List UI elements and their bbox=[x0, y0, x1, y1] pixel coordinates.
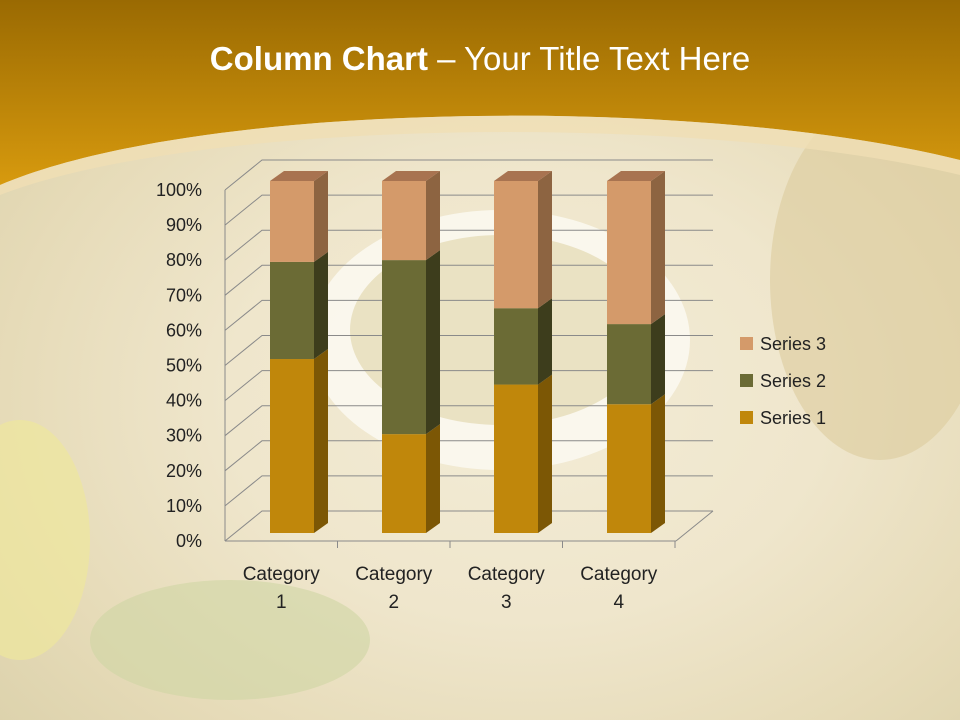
gridline bbox=[224, 475, 713, 507]
gridline bbox=[224, 370, 713, 401]
bar-segment-side bbox=[651, 171, 665, 325]
legend-label: Series 3 bbox=[760, 334, 826, 354]
x-category-label: Category bbox=[355, 564, 433, 585]
bar-segment-side bbox=[538, 374, 552, 533]
bar-segment-side bbox=[314, 251, 328, 360]
bar-top bbox=[382, 171, 440, 181]
legend-label: Series 2 bbox=[760, 371, 826, 391]
x-category-label: 3 bbox=[501, 592, 512, 613]
slide-title: Column Chart – Your Title Text Here bbox=[0, 40, 960, 78]
bar-segment-side bbox=[426, 171, 440, 261]
y-tick-label: 30% bbox=[166, 426, 202, 446]
x-category-label: 4 bbox=[613, 592, 624, 613]
bar-segment-side bbox=[651, 314, 665, 405]
y-tick-label: 0% bbox=[176, 531, 202, 551]
y-tick-label: 80% bbox=[166, 250, 202, 270]
y-tick-label: 40% bbox=[166, 391, 202, 411]
x-category-label: 2 bbox=[388, 592, 399, 613]
floor-edge bbox=[675, 510, 714, 542]
bar-top bbox=[270, 171, 328, 181]
bar-segment-front bbox=[607, 324, 651, 405]
gridline bbox=[224, 194, 713, 226]
x-category-label: Category bbox=[468, 564, 546, 585]
bar-segment-front bbox=[270, 359, 314, 533]
x-category-label: Category bbox=[243, 564, 321, 585]
gridline bbox=[224, 159, 713, 191]
bar-segment-side bbox=[538, 171, 552, 309]
gridline bbox=[224, 510, 713, 542]
y-tick-label: 70% bbox=[166, 285, 202, 305]
title-bold: Column Chart bbox=[209, 40, 428, 77]
bar-segment-front bbox=[607, 404, 651, 533]
bar-segment-front bbox=[270, 181, 314, 262]
bar-segment-front bbox=[382, 181, 426, 261]
y-tick-label: 60% bbox=[166, 320, 202, 340]
x-category-label: Category bbox=[580, 564, 658, 585]
y-tick-label: 90% bbox=[166, 215, 202, 235]
bar-segment-side bbox=[426, 424, 440, 533]
bar-top bbox=[607, 171, 665, 181]
legend-swatch bbox=[740, 411, 753, 424]
y-tick-label: 100% bbox=[156, 180, 202, 200]
header-band bbox=[0, 0, 960, 185]
bar-segment-front bbox=[494, 384, 538, 533]
gridline bbox=[224, 299, 713, 331]
gridline bbox=[224, 440, 713, 472]
bar-segment-side bbox=[314, 171, 328, 262]
bar-segment-front bbox=[382, 260, 426, 435]
gridline bbox=[224, 405, 713, 437]
bar-segment-side bbox=[426, 250, 440, 435]
x-category-label: 1 bbox=[276, 592, 287, 613]
legend-label: Series 1 bbox=[760, 408, 826, 428]
bar-segment-side bbox=[651, 394, 665, 533]
gridline bbox=[224, 335, 713, 366]
y-tick-label: 10% bbox=[166, 496, 202, 516]
bar-segment-front bbox=[494, 308, 538, 385]
legend-swatch bbox=[740, 337, 753, 350]
y-tick-label: 50% bbox=[166, 356, 202, 376]
title-rest: – Your Title Text Here bbox=[427, 40, 751, 77]
bar-segment-front bbox=[270, 261, 314, 360]
bar-segment-side bbox=[538, 298, 552, 385]
bar-segment-side bbox=[314, 349, 328, 533]
bar-top bbox=[494, 171, 552, 181]
gridline bbox=[224, 229, 713, 261]
bar-segment-front bbox=[494, 181, 538, 309]
y-tick-label: 20% bbox=[166, 461, 202, 481]
bar-segment-front bbox=[382, 434, 426, 533]
gridline bbox=[224, 264, 713, 296]
bar-segment-front bbox=[607, 181, 651, 325]
legend-swatch bbox=[740, 374, 753, 387]
